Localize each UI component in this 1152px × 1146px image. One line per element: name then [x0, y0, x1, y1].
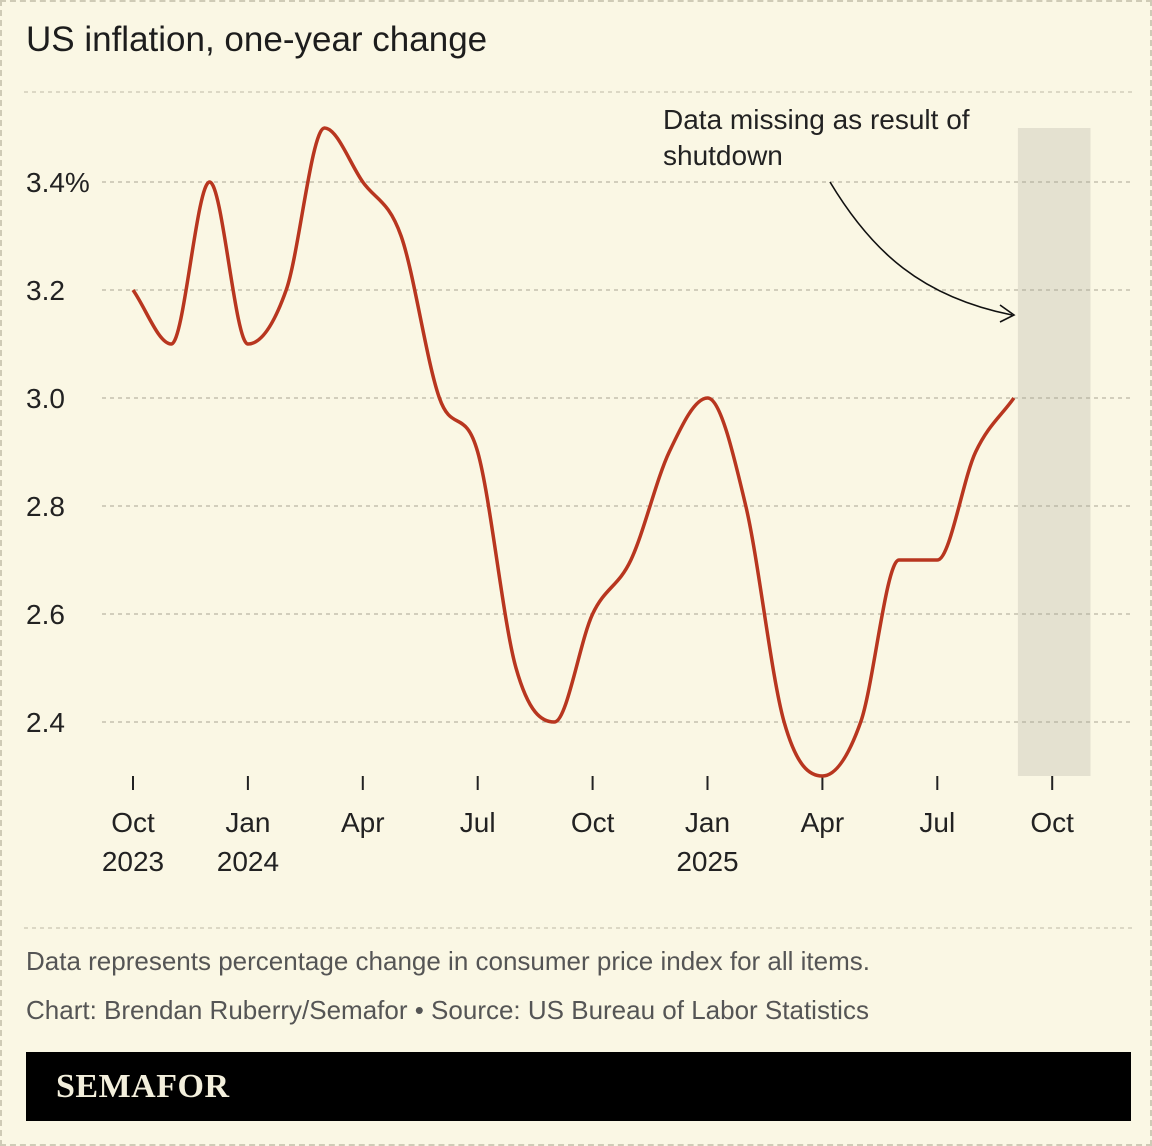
cpi-series-line — [131, 126, 1016, 778]
semafor-logo: SEMAFOR — [56, 1068, 230, 1105]
x-tick-year: 2023 — [102, 846, 164, 877]
y-tick-label: 2.8 — [26, 491, 65, 522]
chart-note: Data represents percentage change in con… — [26, 946, 870, 976]
y-tick-label: 2.4 — [26, 707, 65, 738]
annotation-text: Data missing as result of — [663, 104, 970, 135]
x-tick-label: Oct — [571, 807, 615, 838]
y-tick-label: 3.4% — [26, 167, 90, 198]
x-tick-label: Jan — [685, 807, 730, 838]
x-tick-label: Jan — [225, 807, 270, 838]
y-tick-label: 3.2 — [26, 275, 65, 306]
x-tick-label: Apr — [341, 807, 385, 838]
y-tick-label: 3.0 — [26, 383, 65, 414]
chart-title: US inflation, one-year change — [26, 20, 488, 59]
y-tick-label: 2.6 — [26, 599, 65, 630]
x-tick-label: Apr — [801, 807, 845, 838]
brand-bar: SEMAFOR — [26, 1052, 1131, 1121]
x-tick-label: Jul — [919, 807, 955, 838]
x-tick-label: Oct — [1030, 807, 1074, 838]
x-tick-year: 2025 — [676, 846, 738, 877]
x-tick-label: Oct — [111, 807, 155, 838]
missing-data-region — [1017, 128, 1091, 776]
x-tick-label: Jul — [460, 807, 496, 838]
arrow-head-icon — [999, 304, 1016, 323]
chart-credit: Chart: Brendan Ruberry/Semafor • Source:… — [26, 995, 869, 1025]
annotation-arrow — [829, 181, 1013, 316]
x-tick-year: 2024 — [217, 846, 279, 877]
annotation-text: shutdown — [663, 140, 783, 171]
